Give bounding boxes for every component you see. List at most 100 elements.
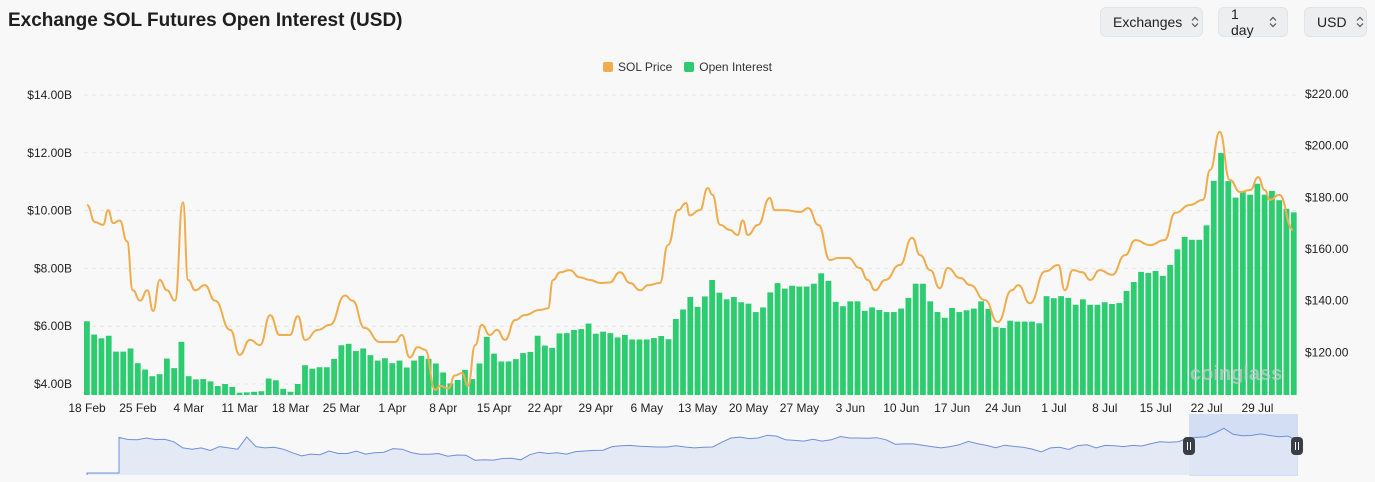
left-axis-tick-label: $12.00B bbox=[27, 146, 72, 160]
oi-bar bbox=[1254, 183, 1261, 395]
oi-bar bbox=[956, 312, 963, 395]
oi-bar bbox=[236, 392, 243, 395]
oi-bar bbox=[512, 359, 519, 395]
oi-bar bbox=[840, 306, 846, 395]
oi-bar bbox=[578, 329, 585, 395]
oi-bar bbox=[912, 283, 919, 395]
oi-bar bbox=[985, 308, 992, 395]
oi-bar bbox=[629, 339, 636, 395]
legend-item-sol-price[interactable]: SOL Price bbox=[603, 60, 672, 74]
oi-bar bbox=[447, 383, 454, 395]
oi-bar bbox=[563, 333, 570, 395]
navigator-area bbox=[87, 428, 1297, 475]
oi-bar bbox=[592, 333, 599, 395]
oi-bar bbox=[345, 343, 352, 395]
oi-bar bbox=[760, 307, 766, 395]
oi-bar bbox=[105, 335, 112, 395]
oi-bar bbox=[796, 286, 803, 395]
oi-bar bbox=[1123, 290, 1130, 395]
oi-bar bbox=[542, 345, 548, 395]
oi-bar bbox=[476, 363, 483, 395]
legend-label: Open Interest bbox=[699, 60, 772, 74]
oi-bar bbox=[367, 355, 374, 395]
oi-bar bbox=[672, 318, 679, 395]
left-axis-tick-label: $14.00B bbox=[27, 88, 72, 102]
x-axis-tick-label: 10 Jun bbox=[883, 401, 919, 415]
oi-bar bbox=[1058, 296, 1064, 395]
oi-bar bbox=[752, 312, 759, 395]
oi-bar bbox=[818, 273, 825, 395]
oi-bar bbox=[905, 297, 912, 395]
oi-bar bbox=[1283, 208, 1290, 395]
legend-item-open-interest[interactable]: Open Interest bbox=[684, 60, 772, 74]
oi-bar bbox=[287, 391, 294, 395]
oi-bar bbox=[1203, 225, 1210, 395]
oi-bar bbox=[1159, 275, 1166, 395]
oi-bar bbox=[200, 379, 207, 395]
exchanges-select[interactable]: Exchanges bbox=[1100, 7, 1203, 37]
oi-bar bbox=[665, 339, 672, 395]
oi-bar bbox=[934, 312, 941, 395]
oi-bar bbox=[614, 337, 621, 395]
oi-bar bbox=[171, 368, 178, 395]
interval-select[interactable]: 1 day bbox=[1218, 6, 1288, 38]
right-axis-tick-label: $120.00 bbox=[1305, 345, 1349, 359]
oi-bar bbox=[251, 391, 258, 395]
oi-bar bbox=[193, 379, 199, 395]
navigator-handle[interactable] bbox=[1183, 437, 1195, 455]
oi-bar bbox=[316, 367, 323, 395]
oi-bar bbox=[1174, 249, 1181, 395]
chevron-up-down-icon bbox=[1191, 16, 1199, 28]
oi-bar bbox=[876, 310, 883, 395]
oi-bar bbox=[701, 296, 708, 395]
oi-bar bbox=[600, 331, 606, 395]
oi-bar bbox=[1138, 271, 1144, 395]
navigator-line bbox=[86, 427, 1298, 475]
oi-bar bbox=[505, 361, 512, 395]
oi-bar bbox=[789, 285, 795, 395]
oi-bar bbox=[731, 297, 737, 395]
x-axis-tick-label: 1 Apr bbox=[378, 401, 406, 415]
oi-bar bbox=[1000, 327, 1006, 395]
oi-bar bbox=[294, 384, 301, 395]
oi-bar bbox=[352, 351, 359, 395]
oi-bar bbox=[571, 329, 577, 395]
oi-bar bbox=[927, 301, 934, 395]
oi-bar bbox=[229, 386, 236, 395]
oi-bar bbox=[781, 288, 788, 395]
x-axis-tick-label: 6 May bbox=[630, 401, 663, 415]
oi-bar bbox=[723, 299, 730, 395]
oi-bar bbox=[156, 374, 163, 395]
x-axis-tick-label: 29 Apr bbox=[579, 401, 614, 415]
currency-select[interactable]: USD bbox=[1304, 7, 1367, 37]
oi-bar bbox=[898, 308, 905, 395]
oi-bar bbox=[694, 306, 701, 395]
oi-bar bbox=[1029, 321, 1035, 395]
oi-bar bbox=[941, 317, 948, 395]
oi-bar bbox=[1014, 321, 1021, 395]
oi-bar bbox=[432, 363, 439, 395]
oi-bar bbox=[1065, 297, 1072, 395]
right-axis-tick-label: $140.00 bbox=[1305, 294, 1349, 308]
oi-bar bbox=[331, 358, 337, 395]
x-axis-tick-label: 15 Apr bbox=[477, 401, 512, 415]
oi-bar bbox=[549, 347, 556, 395]
oi-bar bbox=[920, 283, 926, 395]
oi-bar bbox=[774, 283, 781, 395]
oi-bar bbox=[411, 360, 417, 395]
oi-bar bbox=[1101, 302, 1108, 395]
oi-bar bbox=[1218, 153, 1224, 395]
currency-select-label: USD bbox=[1317, 14, 1347, 30]
x-axis-tick-label: 18 Mar bbox=[272, 401, 309, 415]
x-axis-tick-label: 15 Jul bbox=[1140, 401, 1172, 415]
oi-bar bbox=[91, 334, 98, 395]
oi-bar bbox=[556, 333, 563, 395]
oi-bar bbox=[1225, 181, 1232, 395]
legend-swatch-oi bbox=[684, 62, 695, 72]
oi-bar bbox=[323, 367, 330, 395]
oi-bar bbox=[1021, 321, 1028, 395]
legend-swatch-price bbox=[603, 62, 613, 72]
navigator-handle[interactable] bbox=[1291, 437, 1303, 455]
oi-bar bbox=[1181, 236, 1188, 395]
oi-bar bbox=[84, 321, 90, 395]
